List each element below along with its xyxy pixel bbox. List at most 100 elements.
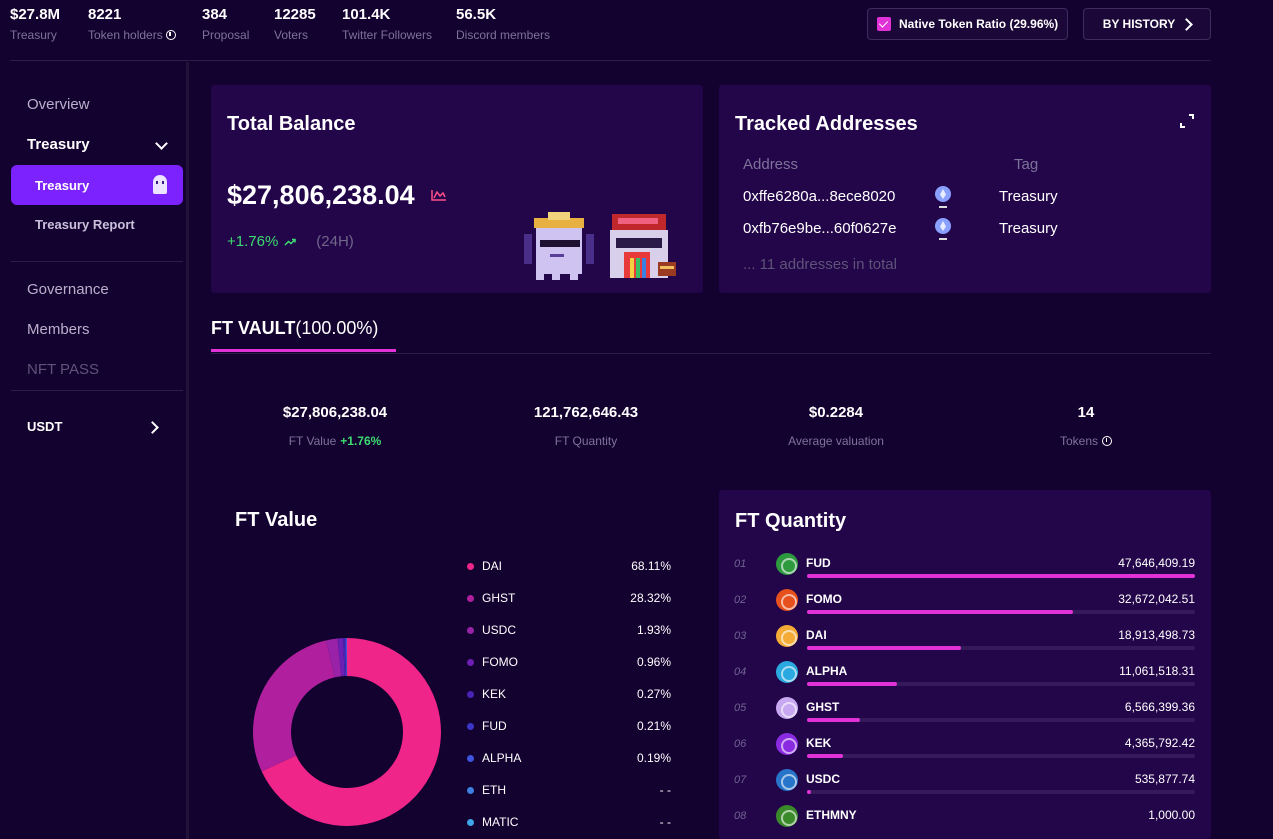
token-share-bar xyxy=(807,754,1195,758)
ethereum-icon xyxy=(935,218,951,234)
legend-pct: 0.19% xyxy=(636,751,671,765)
address-link[interactable]: 0xffe6280a...8ece8020 xyxy=(743,188,896,205)
stat-value: 384 xyxy=(202,6,228,23)
expand-icon[interactable] xyxy=(1179,113,1195,129)
legend-item[interactable]: ALPHA 0.19% xyxy=(467,751,671,765)
addresses-total[interactable]: ... 11 addresses in total xyxy=(743,256,897,273)
sidebar-separator xyxy=(11,390,183,391)
currency-selector[interactable]: USDT xyxy=(27,419,63,434)
header-divider xyxy=(10,60,1211,61)
donut-slice-fomo[interactable] xyxy=(337,638,345,677)
kpi-value: 121,762,646.43 xyxy=(533,404,639,421)
donut-slice-ghst[interactable] xyxy=(253,640,335,772)
sidebar-group-treasury[interactable]: Treasury xyxy=(27,136,90,153)
native-token-ratio-label: Native Token Ratio (29.96%) xyxy=(899,17,1059,31)
token-rank: 03 xyxy=(734,630,747,642)
kpi-label: Average valuation xyxy=(788,434,884,448)
column-header-tag: Tag xyxy=(1014,156,1039,173)
ethereum-icon-underline xyxy=(939,238,947,240)
legend-dot xyxy=(467,722,474,730)
token-row[interactable]: 04 ALPHA 11,061,518.31 xyxy=(734,661,1195,700)
legend-item[interactable]: MATIC - - xyxy=(467,815,671,829)
token-amount: 1,000.00 xyxy=(1148,808,1195,822)
legend-item[interactable]: DAI 68.11% xyxy=(467,559,671,573)
kpi-average-valuation: $0.2284 Average valuation xyxy=(736,404,936,448)
line-chart-icon[interactable] xyxy=(431,189,447,201)
kpi-label: FT Value xyxy=(288,434,337,448)
token-row[interactable]: 05 GHST 6,566,399.36 xyxy=(734,697,1195,736)
token-share-fill xyxy=(807,790,812,794)
checkbox-checked-icon[interactable] xyxy=(877,17,891,31)
tab-ft-vault[interactable]: FT VAULT(100.00%) xyxy=(211,318,378,339)
gotchi-illustration xyxy=(524,212,676,280)
kpi-value: $0.2284 xyxy=(808,404,864,421)
sidebar-item-members[interactable]: Members xyxy=(27,321,90,338)
donut-slice-dai[interactable] xyxy=(261,638,442,826)
sidebar-item-treasury-report[interactable]: Treasury Report xyxy=(35,217,135,232)
token-row[interactable]: 06 KEK 4,365,792.42 xyxy=(734,733,1195,772)
token-name: ALPHA xyxy=(806,664,848,678)
total-balance-amount: $27,806,238.04 xyxy=(227,180,415,210)
token-rank: 08 xyxy=(734,810,747,822)
legend-item[interactable]: GHST 28.32% xyxy=(467,591,671,605)
token-name: FOMO xyxy=(806,592,842,606)
legend-dot xyxy=(467,818,474,826)
legend-dot xyxy=(467,562,474,570)
address-link[interactable]: 0xfb76e9be...60f0627e xyxy=(743,220,897,237)
donut-slice-fud[interactable] xyxy=(344,638,347,677)
legend-pct: - - xyxy=(659,815,671,829)
token-row[interactable]: 03 DAI 18,913,498.73 xyxy=(734,625,1195,664)
token-share-fill xyxy=(807,682,898,686)
sidebar-item-treasury[interactable]: Treasury xyxy=(11,165,183,205)
sidebar-item-governance[interactable]: Governance xyxy=(27,281,109,298)
tab-ft-vault-pct: (100.00%) xyxy=(295,318,379,338)
donut-slice-usdc[interactable] xyxy=(326,638,342,678)
address-tag: Treasury xyxy=(999,188,1058,205)
by-history-button[interactable]: BY HISTORY xyxy=(1083,8,1211,40)
stat-twitter-followers: 101.4K Twitter Followers xyxy=(342,6,432,42)
token-share-fill xyxy=(807,610,1074,614)
token-share-bar xyxy=(807,682,1195,686)
token-rank: 06 xyxy=(734,738,747,750)
stat-value: $27.8M xyxy=(10,6,61,23)
donut-slice-kek[interactable] xyxy=(343,638,346,677)
donut-slice-alpha[interactable] xyxy=(345,638,347,677)
kpi-value: 14 xyxy=(1077,404,1095,421)
legend-name: GHST xyxy=(482,591,516,605)
info-icon[interactable] xyxy=(1102,436,1113,446)
chevron-right-icon[interactable] xyxy=(146,421,159,434)
kpi-label: FT Quantity xyxy=(554,434,618,448)
stat-voters: 12285 Voters xyxy=(274,6,316,42)
sidebar-item-overview[interactable]: Overview xyxy=(27,96,90,113)
legend-item[interactable]: FOMO 0.96% xyxy=(467,655,671,669)
token-share-bar xyxy=(807,610,1195,614)
token-row[interactable]: 07 USDC 535,877.74 xyxy=(734,769,1195,808)
stat-value: 8221 xyxy=(88,6,122,23)
sidebar-item-nft-pass[interactable]: NFT PASS xyxy=(27,361,99,378)
token-row[interactable]: 02 FOMO 32,672,042.51 xyxy=(734,589,1195,628)
token-amount: 32,672,042.51 xyxy=(1118,592,1195,606)
legend-item[interactable]: FUD 0.21% xyxy=(467,719,671,733)
tab-divider xyxy=(211,353,1211,354)
tab-ft-vault-label: FT VAULT xyxy=(211,318,296,338)
token-row[interactable]: 08 ETHMNY 1,000.00 xyxy=(734,805,1195,839)
token-icon xyxy=(776,553,798,575)
native-token-ratio-toggle[interactable]: Native Token Ratio (29.96%) xyxy=(867,8,1068,40)
stat-label: Voters xyxy=(274,28,309,42)
legend-item[interactable]: KEK 0.27% xyxy=(467,687,671,701)
ft-value-title: FT Value xyxy=(235,509,318,531)
chevron-down-icon[interactable] xyxy=(155,137,168,150)
legend-item[interactable]: USDC 1.93% xyxy=(467,623,671,637)
legend-item[interactable]: ETH - - xyxy=(467,783,671,797)
legend-pct: 0.96% xyxy=(636,655,671,669)
stat-label: Twitter Followers xyxy=(342,28,433,42)
legend-dot xyxy=(467,626,474,634)
info-icon[interactable] xyxy=(165,30,176,40)
token-rank: 05 xyxy=(734,702,747,714)
card-title: Total Balance xyxy=(227,113,356,135)
by-history-label: BY HISTORY xyxy=(1102,17,1176,31)
card-title: Tracked Addresses xyxy=(735,113,918,135)
token-row[interactable]: 01 FUD 47,646,409.19 xyxy=(734,553,1195,592)
token-share-bar xyxy=(807,646,1195,650)
sidebar-divider xyxy=(186,62,189,839)
